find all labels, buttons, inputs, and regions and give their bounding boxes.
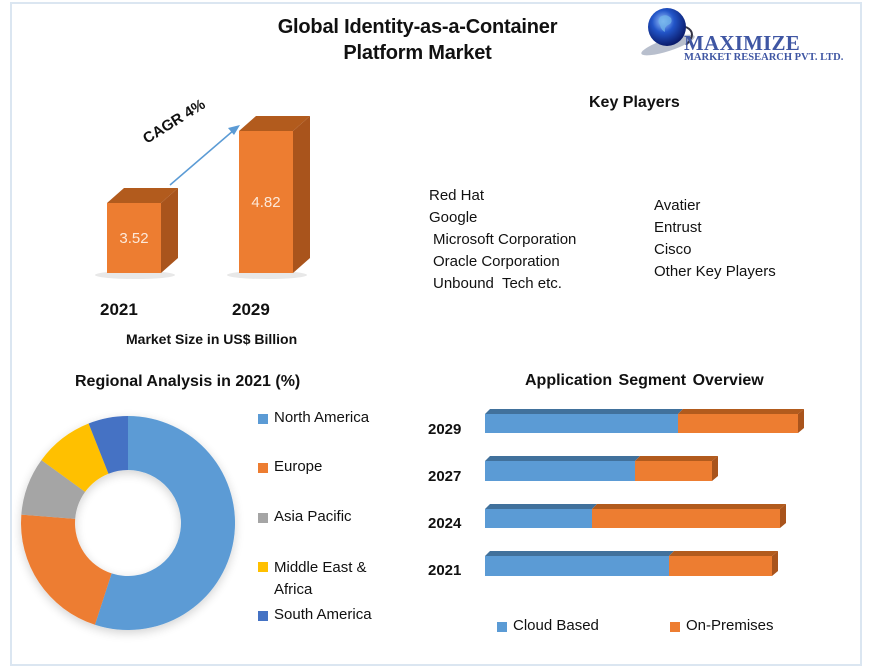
legend-label-line-2: Africa xyxy=(274,581,313,598)
bar-value-2021: 3.52 xyxy=(119,230,149,247)
slice-north-america xyxy=(94,416,236,630)
bar-row-2021 xyxy=(485,551,778,576)
legend-item-north-america: North America xyxy=(258,409,372,458)
bar-value-2029: 4.82 xyxy=(251,194,281,211)
legend-swatch-icon xyxy=(258,463,268,473)
legend-swatch-icon xyxy=(670,622,680,632)
legend-swatch-icon xyxy=(258,611,268,621)
company-logo: MAXIMIZE MARKET RESEARCH PVT. LTD. xyxy=(638,5,863,65)
application-bar-chart xyxy=(485,409,804,576)
legend-label: On-Premises xyxy=(686,617,774,634)
year-label-2021: 2021 xyxy=(100,300,138,319)
legend-label: Middle East & Africa xyxy=(274,557,367,601)
application-legend: Cloud Based On-Premises xyxy=(497,617,774,634)
page-title: Global Identity-as-a-Container Platform … xyxy=(240,14,595,66)
segment-year-2024: 2024 xyxy=(428,515,462,532)
bar-row-2027 xyxy=(485,456,718,481)
player-name: Other Key Players xyxy=(654,263,776,280)
player-name: Oracle Corporation xyxy=(433,253,560,270)
legend-item-europe: Europe xyxy=(258,458,372,508)
segment-year-2021: 2021 xyxy=(428,562,462,579)
title-line-2: Platform Market xyxy=(343,42,492,64)
logo-subtitle: MARKET RESEARCH PVT. LTD. xyxy=(684,52,844,63)
bar-2029 xyxy=(239,116,310,273)
bar-row-2029 xyxy=(485,409,804,433)
legend-item-cloud-based: Cloud Based xyxy=(497,617,670,634)
slice-south-america xyxy=(88,416,128,474)
cagr-arrow-icon xyxy=(169,125,240,186)
segment-year-2029: 2029 xyxy=(428,421,462,438)
regional-donut-chart xyxy=(20,416,236,630)
player-name: Cisco xyxy=(654,241,692,258)
player-name: Google xyxy=(429,209,478,226)
globe-icon xyxy=(641,8,695,56)
player-name: Unbound Tech etc. xyxy=(433,275,562,292)
legend-label: Asia Pacific xyxy=(274,508,352,525)
slice-middle-east-africa xyxy=(41,423,109,492)
legend-swatch-icon xyxy=(258,414,268,424)
market-size-chart xyxy=(95,116,310,279)
legend-swatch-icon xyxy=(258,562,268,572)
regional-title: Regional Analysis in 2021 (%) xyxy=(75,373,301,390)
legend-label: Europe xyxy=(274,458,323,475)
infographic-frame xyxy=(10,2,862,666)
key-players-column-2: Avatier Entrust Cisco Other Key Players xyxy=(654,195,776,283)
slice-asia-pacific xyxy=(21,460,86,519)
year-label-2029: 2029 xyxy=(232,300,270,319)
regional-legend: North America Europe Asia Pacific Middle… xyxy=(258,409,372,623)
legend-label: South America xyxy=(274,606,372,623)
legend-swatch-icon xyxy=(497,622,507,632)
title-line-1: Global Identity-as-a-Container xyxy=(277,16,558,38)
legend-label-line-1: Middle East & xyxy=(274,559,367,576)
player-name: Avatier xyxy=(654,197,701,214)
bar-row-2024 xyxy=(485,504,786,528)
legend-item-asia-pacific: Asia Pacific xyxy=(258,508,372,557)
key-players-title: Key Players xyxy=(589,94,680,111)
legend-item-middle-east-africa: Middle East & Africa xyxy=(258,557,372,606)
player-name: Red Hat xyxy=(429,187,485,204)
player-name: Microsoft Corporation xyxy=(433,231,577,248)
market-size-axis-label: Market Size in US$ Billion xyxy=(126,331,298,347)
slice-europe xyxy=(20,514,112,625)
legend-item-south-america: South America xyxy=(258,606,372,623)
application-title: Application Segment Overview xyxy=(525,372,764,389)
key-players-column-1: Red Hat Google Microsoft Corporation Ora… xyxy=(429,185,576,294)
legend-item-on-premises: On-Premises xyxy=(670,617,774,634)
segment-year-2027: 2027 xyxy=(428,468,462,485)
legend-label: Cloud Based xyxy=(513,617,599,634)
legend-label: North America xyxy=(274,409,370,426)
bar-2021 xyxy=(107,188,178,273)
legend-swatch-icon xyxy=(258,513,268,523)
logo-brand: MAXIMIZE xyxy=(684,31,800,55)
player-name: Entrust xyxy=(654,219,702,236)
